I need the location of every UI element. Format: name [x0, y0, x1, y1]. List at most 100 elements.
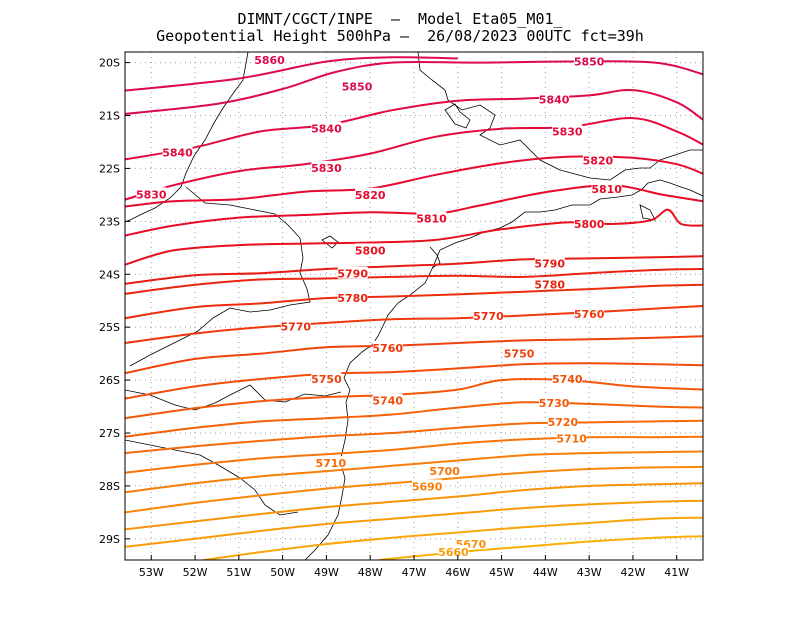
contour-5780: [125, 268, 703, 295]
contour-label-bg: [372, 340, 403, 353]
contour-label-bg: [337, 291, 368, 304]
contour-5700: [125, 435, 703, 474]
contour-label: 5790: [337, 268, 368, 281]
contour-label-bg: [311, 160, 342, 173]
contour-label: 5720: [548, 416, 579, 429]
contour-label-bg: [504, 346, 535, 359]
contour-label: 5700: [429, 465, 460, 478]
contour-label: 5780: [337, 292, 368, 305]
contour-label: 5820: [583, 154, 614, 167]
contour-label: 5750: [311, 373, 342, 386]
lat-tick-label: 24S: [99, 268, 120, 281]
contour-label-bg: [254, 52, 285, 65]
lon-tick-label: 42W: [621, 566, 646, 579]
lon-tick-label: 52W: [183, 566, 208, 579]
contour-label: 5810: [416, 213, 447, 226]
lat-tick-label: 23S: [99, 215, 120, 228]
contour-5740: [125, 362, 703, 400]
contour-label: 5800: [355, 244, 386, 257]
contour-label: 5770: [473, 310, 504, 323]
contour-label: 5760: [574, 308, 605, 321]
contour-label: 5710: [556, 432, 587, 445]
contour-label-bg: [574, 306, 605, 319]
contour-label: 5730: [539, 397, 570, 410]
contour-label-bg: [552, 372, 583, 385]
contour-label-bg: [574, 216, 605, 229]
contour-5800: [125, 208, 703, 266]
lon-tick-label: 47W: [402, 566, 427, 579]
contour-label-bg: [556, 431, 587, 444]
coastline-state-border: [129, 186, 311, 367]
lat-tick-label: 29S: [99, 533, 120, 546]
axis-ticks: 20S 21S 22S 23S 24S 25S 26S 27S 28S 29S 53W 52W 51W 5…: [99, 57, 689, 579]
contour-label: 5770: [280, 321, 311, 334]
coastline-east-border: [417, 52, 703, 181]
lat-tick-label: 27S: [99, 427, 120, 440]
lon-tick-label: 46W: [445, 566, 470, 579]
contour-label: 5780: [534, 278, 565, 291]
contour-label: 5790: [534, 258, 565, 271]
contour-label-bg: [412, 479, 443, 492]
lat-tick-label: 21S: [99, 110, 120, 123]
coastline-island: [639, 204, 656, 221]
contour-label: 5750: [504, 348, 535, 361]
contour-5710: [125, 419, 703, 455]
lon-tick-label: 53W: [139, 566, 164, 579]
contour-label-bg: [547, 414, 578, 427]
contour-label: 5690: [412, 480, 443, 493]
contour-5770: [125, 283, 703, 320]
lon-tick-label: 51W: [226, 566, 251, 579]
coastline-island: [444, 103, 471, 129]
lon-tick-label: 45W: [489, 566, 514, 579]
coastline-island: [321, 235, 339, 249]
contour-label-bg: [416, 211, 447, 224]
contour-label: 5800: [574, 218, 605, 231]
lat-tick-label: 20S: [99, 57, 120, 70]
contour-5640: [378, 535, 703, 560]
contour-label-bg: [534, 277, 565, 290]
contour-label-bg: [311, 121, 342, 134]
lon-tick-label: 41W: [664, 566, 689, 579]
contour-label: 5820: [355, 189, 386, 202]
contour-label-bg: [280, 319, 311, 332]
coastline-south-border: [125, 439, 299, 516]
contour-label-bg: [162, 145, 193, 158]
lat-tick-label: 25S: [99, 321, 120, 334]
coastline: [125, 52, 703, 560]
contour-label-bg: [582, 153, 613, 166]
contour-5830: [125, 117, 703, 201]
lon-tick-label: 44W: [533, 566, 558, 579]
coastline-main: [125, 52, 249, 223]
contour-5750: [125, 335, 703, 375]
title-line-2: Geopotential Height 500hPa – 26/08/2023 …: [156, 27, 644, 45]
contour-label: 5830: [136, 188, 167, 201]
contour-5820: [125, 155, 703, 208]
contour-label: 5860: [254, 54, 285, 67]
contour-label-bg: [539, 395, 570, 408]
contour-label-bg: [534, 256, 565, 269]
contour-5840: [125, 88, 703, 161]
contour-label: 5840: [311, 123, 342, 136]
title-line-1: DIMNT/CGCT/INPE – Model Eta05_M01_: [237, 10, 563, 28]
contour-5650: [203, 516, 703, 560]
contour-label: 5840: [162, 147, 193, 160]
contour-label: 5660: [438, 546, 469, 559]
contour-label: 5830: [552, 125, 583, 138]
contour-label-bg: [136, 187, 167, 200]
contour-label-bg: [552, 124, 583, 137]
contour-label-bg: [429, 464, 460, 477]
contour-5760: [125, 305, 703, 344]
contour-lines: [125, 56, 703, 560]
contour-label-bg: [438, 545, 469, 558]
contour-label-bg: [355, 187, 386, 200]
contour-label-bg: [355, 243, 386, 256]
contour-label: 5710: [315, 457, 346, 470]
contour-5730: [125, 378, 703, 420]
contour-label-bg: [539, 92, 570, 105]
contour-label-bg: [473, 309, 504, 322]
lon-tick-label: 48W: [358, 566, 383, 579]
contour-label: 5740: [552, 373, 583, 386]
lat-tick-label: 22S: [99, 162, 120, 175]
contour-label-bg: [311, 372, 342, 385]
